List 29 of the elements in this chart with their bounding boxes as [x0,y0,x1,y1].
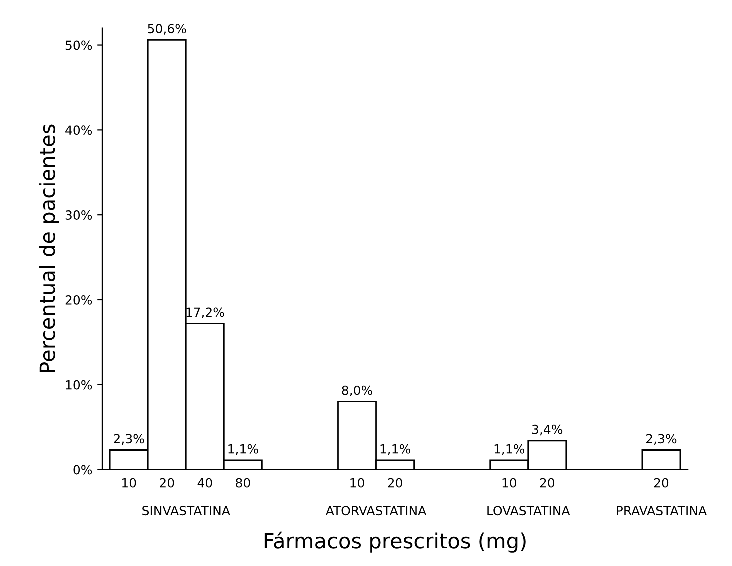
data-label: 8,0% [342,386,372,397]
data-label: 1,1% [228,444,258,456]
y-tick-label: 10% [66,380,92,390]
y-tick-label: 30% [66,210,92,220]
data-label: 2,3% [114,434,144,445]
text: ATORVASTATINA [326,506,427,516]
y-tick-label: 50% [66,40,92,50]
x-tick-label: 20 [160,478,174,488]
y-tick-label: 40% [66,126,92,136]
text: PRAVASTATINA [617,506,707,516]
y-tick-label: 20% [66,295,92,305]
data-label: 1,1% [494,444,525,456]
y-axis-title: Percentual de pacientes [39,124,60,372]
data-label: 3,4% [532,424,563,436]
x-tick-label: 20 [540,478,555,488]
data-label: 50,6% [148,24,186,35]
text: SINVASTATINA [142,506,230,516]
y-tick-label: 0% [74,465,92,475]
x-tick-label: 20 [654,478,669,488]
x-tick-label: 10 [502,478,516,488]
data-label: 2,3% [646,434,677,445]
data-label: 1,1% [380,444,410,456]
x-tick-label: 10 [350,478,364,488]
x-axis-title: Fármacos prescritos (mg) [264,532,526,553]
x-tick-label: 10 [122,478,136,488]
x-tick-label: 80 [236,478,250,488]
x-tick-label: 20 [388,478,402,488]
text: LOVASTATINA [488,506,570,516]
x-tick-label: 40 [198,478,212,488]
